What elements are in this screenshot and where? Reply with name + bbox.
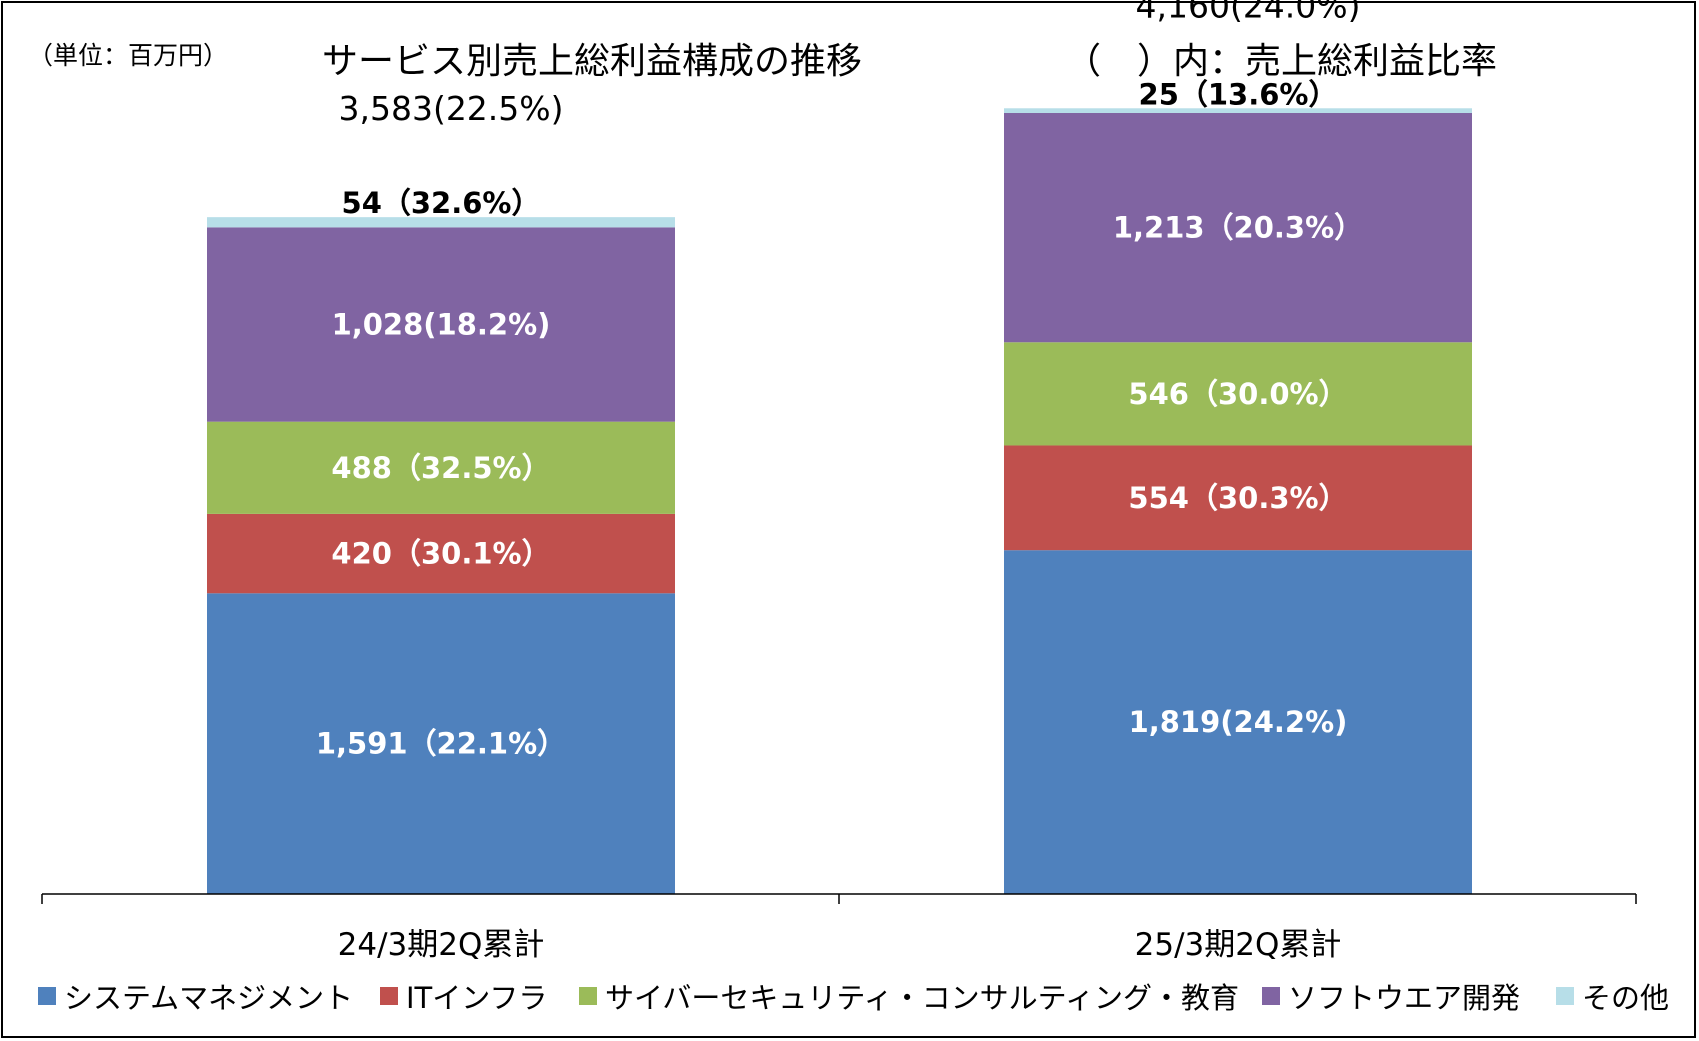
legend-swatch — [1262, 987, 1280, 1005]
legend-item-software-dev: ソフトウエア開発 — [1262, 976, 1520, 1016]
bar-segment — [1004, 550, 1472, 894]
bar-segment — [1004, 108, 1472, 114]
legend-label: ITインフラ — [406, 981, 548, 1015]
legend-swatch — [38, 987, 56, 1005]
legend-label: ソフトウエア開発 — [1288, 981, 1521, 1015]
legend-swatch — [380, 987, 398, 1005]
data-label: 1,819(24.2%) — [1129, 705, 1348, 739]
bar-segment — [207, 513, 675, 594]
legend-item-it-infra: ITインフラ — [380, 976, 547, 1016]
bar-segment — [207, 421, 675, 514]
total-label: 3,583(22.5%) — [338, 89, 563, 128]
data-label: 546（30.0%） — [1128, 377, 1347, 411]
data-label: 1,028(18.2%) — [332, 308, 551, 342]
legend-swatch — [579, 987, 597, 1005]
legend-label: その他 — [1582, 981, 1670, 1015]
ratio-note: （ ）内：売上総利益比率 — [1065, 41, 1498, 82]
total-label: 4,160(24.0%) — [1135, 0, 1360, 26]
data-label: 1,213（20.3%） — [1113, 211, 1363, 245]
legend-label: システムマネジメント — [64, 981, 354, 1015]
bar-segment — [207, 217, 675, 228]
legend-item-cyber-security: サイバーセキュリティ・コンサルティング・教育 — [579, 976, 1239, 1016]
unit-label: （単位：百万円） — [28, 41, 229, 70]
legend-item-other: その他 — [1556, 976, 1669, 1016]
legend-swatch — [1556, 987, 1574, 1005]
data-label: 1,591（22.1%） — [316, 727, 566, 761]
bar-segment — [1004, 445, 1472, 551]
bar-segment — [1004, 113, 1472, 343]
data-label: 488（32.5%） — [331, 451, 550, 485]
data-label: 554（30.3%） — [1128, 481, 1347, 515]
x-tick-label: 25/3期2Q累計 — [1135, 927, 1342, 963]
bar-segment — [207, 227, 675, 422]
x-tick-label: 24/3期2Q累計 — [338, 927, 545, 963]
data-label: 54（32.6%） — [342, 186, 541, 220]
bar-segment — [207, 593, 675, 894]
data-label: 420（30.1%） — [331, 537, 550, 571]
chart-title: サービス別売上総利益構成の推移 — [322, 41, 863, 82]
bar-segment — [1004, 342, 1472, 446]
legend-label: サイバーセキュリティ・コンサルティング・教育 — [605, 981, 1239, 1015]
legend-item-system-management: システムマネジメント — [38, 976, 353, 1016]
data-label: 25（13.6%） — [1139, 77, 1338, 111]
